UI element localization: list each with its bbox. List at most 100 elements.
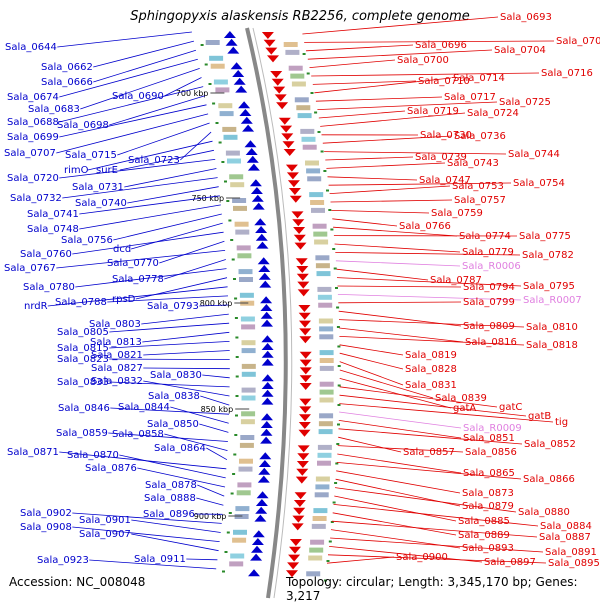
gene-arrow-forward — [296, 258, 308, 265]
gene-arrow-forward — [299, 399, 311, 406]
leader-line-right — [339, 328, 463, 342]
gene-arrow-forward — [273, 87, 285, 94]
track-block-right — [295, 97, 309, 102]
gene-label-right: Sala_0724 — [467, 108, 519, 119]
gene-arrow-forward — [290, 196, 302, 203]
gene-label-right: Sala_0887 — [539, 532, 591, 543]
accession-value: NC_008048 — [76, 575, 145, 589]
gene-label-left: Sala_0698 — [57, 120, 109, 131]
gene-arrow-reverse — [247, 156, 259, 163]
leader-line-left — [159, 241, 224, 263]
gene-arrow-forward — [299, 313, 311, 320]
gene-arrow-forward — [294, 500, 306, 507]
gene-label-right: Sala_0696 — [415, 40, 467, 51]
leader-line-left — [113, 214, 222, 240]
track-block-left — [239, 277, 253, 282]
ring-tick-left — [236, 376, 239, 378]
track-block-left — [239, 459, 253, 464]
gene-label-right: Sala_0766 — [399, 221, 451, 232]
leader-line-right — [327, 557, 394, 563]
leader-line-right — [340, 345, 403, 355]
track-block-right — [305, 161, 319, 166]
accession-label: Accession: — [9, 575, 72, 589]
gene-arrow-forward — [289, 547, 301, 554]
leader-line-right — [313, 81, 416, 84]
ring-tick-right — [307, 73, 310, 75]
track-block-right — [318, 453, 332, 458]
gene-arrow-forward — [284, 149, 296, 156]
gene-label-left: surE — [96, 165, 118, 176]
scale-tick-label: 900 kbp — [194, 512, 227, 521]
gene-label-right: Sala_0810 — [526, 322, 578, 333]
leader-line-right — [331, 200, 453, 202]
ring-tick-right — [328, 209, 331, 211]
gene-label-left: Sala_0793 — [147, 301, 199, 312]
track-block-right — [315, 255, 329, 260]
gene-arrow-forward — [262, 32, 274, 39]
ring-tick-right — [338, 365, 341, 367]
gene-arrow-forward — [292, 516, 304, 523]
track-block-left — [239, 467, 253, 472]
ring-tick-left — [201, 44, 204, 46]
ring-tick-left — [229, 512, 232, 514]
track-block-right — [314, 240, 328, 245]
gene-arrow-forward — [300, 375, 312, 382]
track-block-right — [292, 82, 306, 87]
leader-line-right — [340, 362, 403, 385]
gene-label-left: Sala_0878 — [145, 480, 197, 491]
gene-arrow-reverse — [255, 226, 267, 233]
leader-line-left — [164, 260, 226, 280]
track-block-right — [310, 540, 324, 545]
gene-arrow-reverse — [255, 507, 267, 514]
track-block-left — [242, 388, 256, 393]
track-block-right — [308, 556, 322, 561]
gene-label-right: Sala_0753 — [452, 181, 504, 192]
gene-label-right: Sala_0725 — [499, 97, 551, 108]
leader-line-right — [320, 113, 465, 126]
gene-label-left: Sala_0864 — [154, 443, 206, 454]
track-block-right — [311, 208, 325, 213]
ring-tick-right — [321, 151, 324, 153]
track-block-right — [320, 366, 334, 371]
leader-line-left — [131, 534, 218, 551]
gene-label-left: Sala_0788 — [55, 297, 107, 308]
gene-arrow-forward — [298, 289, 310, 296]
gene-label-right: Sala_0743 — [447, 158, 499, 169]
gene-arrow-forward — [299, 422, 311, 429]
gene-arrow-forward — [295, 243, 307, 250]
gene-label-left: Sala_0662 — [41, 62, 93, 73]
ring-tick-left — [219, 142, 222, 144]
gene-label-left: Sala_0902 — [20, 508, 72, 519]
track-block-left — [235, 506, 249, 511]
gene-label-left: Sala_0741 — [27, 209, 79, 220]
gene-arrow-reverse — [259, 273, 271, 280]
track-block-left — [240, 435, 254, 440]
gene-label-left: Sala_0907 — [79, 529, 131, 540]
track-block-left — [209, 56, 223, 61]
gene-label-left: Sala_0688 — [7, 117, 59, 128]
gene-arrow-forward — [293, 227, 305, 234]
gene-arrow-forward — [296, 266, 308, 273]
ring-tick-left — [231, 493, 234, 495]
gene-arrow-forward — [300, 352, 312, 359]
gene-label-right: Sala_0873 — [462, 488, 514, 499]
genes-label: Genes: — [536, 575, 578, 589]
gene-label-left: Sala_0846 — [58, 403, 110, 414]
track-block-left — [242, 348, 256, 353]
track-block-right — [317, 271, 331, 276]
track-block-right — [319, 326, 333, 331]
gene-label-right: Sala_0714 — [453, 73, 505, 84]
gene-arrow-reverse — [260, 304, 272, 311]
leader-line-left — [199, 424, 228, 432]
leader-line-left — [57, 32, 192, 47]
leader-line-right — [338, 302, 461, 303]
gene-label-left: Sala_0901 — [79, 515, 131, 526]
gene-label-left: rpsD — [112, 294, 136, 305]
track-block-right — [317, 287, 331, 292]
ring-tick-right — [334, 268, 337, 270]
gene-arrow-forward — [299, 321, 311, 328]
gene-label-right: tig — [555, 417, 568, 428]
leader-line-right — [338, 437, 401, 452]
track-block-right — [320, 382, 334, 387]
gene-arrow-reverse — [250, 179, 262, 186]
